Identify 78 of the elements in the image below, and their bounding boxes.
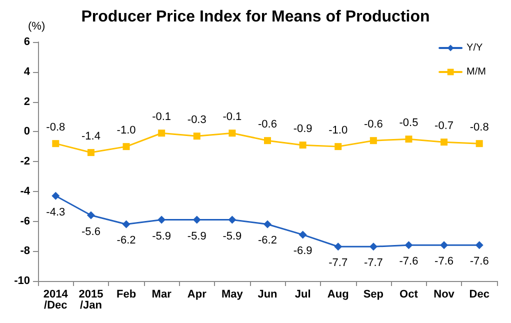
- data-label: -0.9: [293, 123, 312, 136]
- data-label: -0.7: [434, 120, 454, 132]
- x-tick-label: 2015 /Jan: [78, 288, 104, 312]
- point: [440, 138, 448, 146]
- data-label: -0.1: [152, 111, 172, 124]
- point: [334, 242, 342, 251]
- y-tick-label: -4: [20, 185, 31, 198]
- point: [264, 220, 272, 228]
- point: [192, 216, 201, 224]
- y-tick-label: -2: [20, 156, 30, 168]
- data-label: -6.9: [293, 245, 312, 258]
- point: [122, 220, 130, 228]
- point: [334, 143, 342, 150]
- x-tick-label: Apr: [187, 288, 208, 300]
- point: [298, 230, 307, 239]
- data-label: -5.9: [187, 230, 206, 242]
- y-tick-label: 4: [24, 66, 31, 78]
- data-label: -0.5: [399, 117, 418, 130]
- point: [299, 142, 306, 149]
- y-tick-label: 6: [24, 36, 30, 48]
- y-axis-title: (%): [28, 20, 46, 32]
- point: [369, 242, 378, 251]
- data-label: -0.6: [364, 118, 383, 131]
- point: [405, 136, 412, 143]
- y-tick-label: 2: [24, 96, 30, 108]
- data-label: -4.3: [46, 206, 66, 218]
- legend-label: Y/Y: [466, 42, 484, 54]
- point: [228, 216, 236, 224]
- x-tick-label: 2014 /Dec: [43, 288, 69, 312]
- y-tick-label: 0: [24, 126, 30, 138]
- x-tick-label: Mar: [152, 288, 172, 300]
- x-tick-label: Nov: [434, 288, 456, 300]
- data-label: -0.1: [222, 111, 242, 124]
- point: [158, 130, 166, 137]
- data-label: -0.8: [470, 122, 489, 134]
- x-tick-label: Dec: [469, 288, 490, 300]
- point: [440, 241, 448, 250]
- x-tick-label: Sep: [363, 288, 384, 300]
- chart-title: Producer Price Index for Means of Production: [81, 8, 430, 26]
- data-label: -7.6: [399, 256, 418, 268]
- data-label: -7.7: [364, 257, 383, 270]
- data-label: -7.7: [328, 257, 348, 270]
- point: [122, 143, 130, 150]
- x-tick-label: Jun: [258, 288, 278, 300]
- x-tick-label: Oct: [400, 288, 418, 300]
- data-label: -1.0: [116, 124, 136, 137]
- data-label: -7.6: [470, 256, 489, 268]
- data-label: -0.8: [46, 122, 66, 134]
- x-tick-label: Feb: [116, 288, 136, 300]
- point: [370, 137, 377, 144]
- point: [52, 140, 60, 148]
- data-label: -5.6: [81, 226, 100, 238]
- point: [158, 216, 166, 224]
- data-label: -5.9: [152, 230, 172, 242]
- x-tick-label: May: [221, 288, 244, 300]
- data-label: -0.6: [258, 118, 277, 131]
- data-label: -5.9: [222, 230, 242, 242]
- data-label: -1.0: [328, 124, 348, 137]
- point: [86, 211, 95, 220]
- point: [264, 137, 271, 144]
- y-tick-label: -6: [20, 215, 30, 228]
- x-tick-label: Jul: [294, 288, 311, 300]
- data-label: -1.4: [81, 130, 100, 143]
- point: [476, 140, 483, 148]
- legend-label: M/M: [466, 66, 486, 78]
- y-tick-label: -8: [20, 245, 30, 258]
- x-tick-label: Aug: [327, 288, 349, 300]
- point: [475, 241, 484, 250]
- point: [404, 241, 413, 250]
- data-label: -7.6: [434, 256, 454, 268]
- data-label: -6.2: [116, 234, 136, 247]
- data-label: -6.2: [258, 234, 277, 247]
- point: [87, 149, 94, 156]
- data-label: -0.3: [187, 114, 206, 126]
- y-tick-label: -10: [14, 275, 30, 287]
- point: [52, 192, 60, 200]
- point: [193, 132, 200, 140]
- point: [228, 130, 236, 137]
